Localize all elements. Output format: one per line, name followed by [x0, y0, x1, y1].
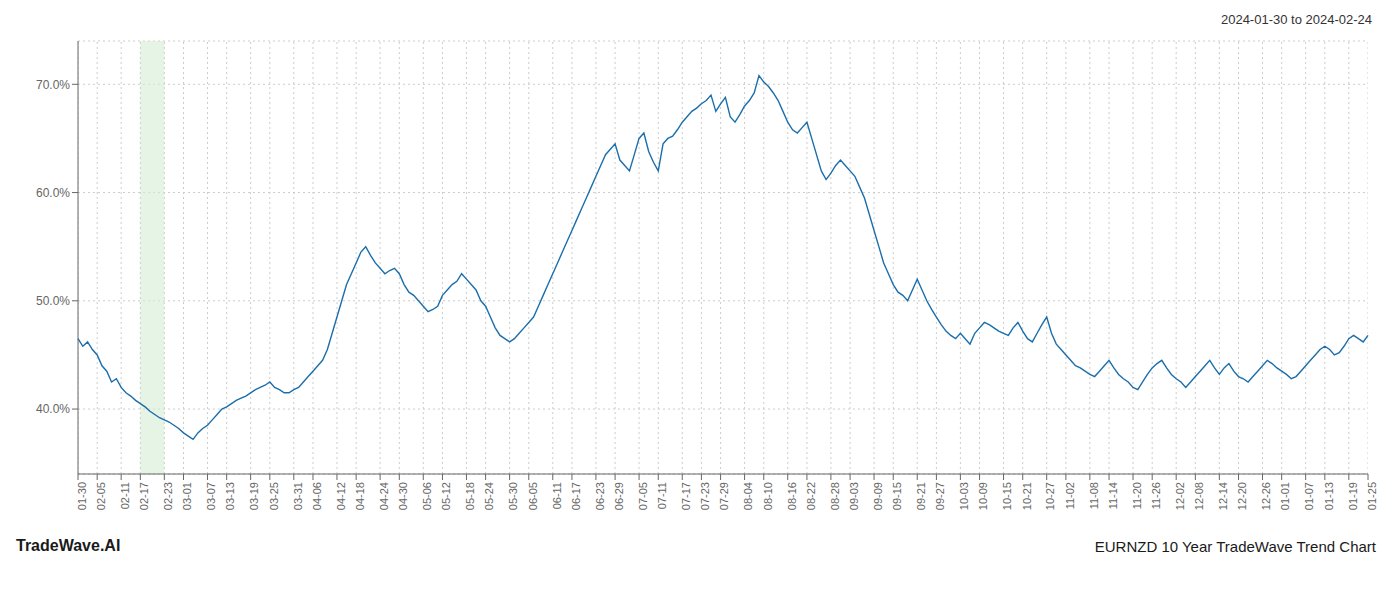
html-text:TradeWave.AI: TradeWave.AI	[16, 537, 121, 554]
svg-text:10-03: 10-03	[958, 482, 970, 510]
svg-text:08-04: 08-04	[742, 482, 754, 510]
svg-text:10-15: 10-15	[1001, 482, 1013, 510]
svg-text:10-09: 10-09	[977, 482, 989, 510]
svg-text:12-02: 12-02	[1174, 482, 1186, 510]
svg-text:04-18: 04-18	[354, 482, 366, 510]
svg-text:04-06: 04-06	[311, 482, 323, 510]
svg-text:03-25: 03-25	[268, 482, 280, 510]
svg-text:10-21: 10-21	[1021, 482, 1033, 510]
svg-text:11-20: 11-20	[1131, 482, 1143, 509]
svg-text:07-23: 07-23	[699, 482, 711, 510]
svg-text:08-16: 08-16	[786, 482, 798, 510]
svg-text:06-29: 06-29	[613, 482, 625, 510]
svg-text:05-18: 05-18	[464, 482, 476, 510]
svg-text:12-26: 12-26	[1260, 482, 1272, 510]
svg-text:07-11: 07-11	[656, 482, 668, 509]
svg-text:07-29: 07-29	[718, 482, 730, 510]
svg-text:01-07: 01-07	[1303, 482, 1315, 510]
svg-text:60.0%: 60.0%	[36, 186, 70, 200]
svg-text:07-05: 07-05	[637, 482, 649, 510]
svg-text:03-31: 03-31	[292, 482, 304, 510]
svg-text:01-01: 01-01	[1279, 482, 1291, 510]
svg-text:05-24: 05-24	[483, 482, 495, 510]
svg-text:11-02: 11-02	[1064, 482, 1076, 509]
svg-text:12-14: 12-14	[1217, 482, 1229, 510]
svg-text:01-30: 01-30	[76, 482, 88, 510]
svg-text:02-23: 02-23	[162, 482, 174, 510]
svg-text:02-05: 02-05	[95, 482, 107, 510]
svg-text:50.0%: 50.0%	[36, 294, 70, 308]
svg-text:02-17: 02-17	[138, 482, 150, 510]
svg-text:04-24: 04-24	[378, 482, 390, 510]
svg-text:06-23: 06-23	[594, 482, 606, 510]
svg-text:11-08: 11-08	[1088, 482, 1100, 509]
svg-text:40.0%: 40.0%	[36, 402, 70, 416]
svg-text:09-09: 09-09	[872, 482, 884, 510]
svg-text:11-14: 11-14	[1107, 482, 1119, 509]
svg-text:09-03: 09-03	[848, 482, 860, 510]
svg-text:09-27: 09-27	[934, 482, 946, 510]
svg-text:05-30: 05-30	[507, 482, 519, 510]
svg-text:03-19: 03-19	[248, 482, 260, 510]
svg-text:05-06: 05-06	[421, 482, 433, 510]
svg-text:11-26: 11-26	[1150, 482, 1162, 509]
svg-text:05-12: 05-12	[440, 482, 452, 510]
svg-text:02-11: 02-11	[119, 482, 131, 509]
svg-text:70.0%: 70.0%	[36, 78, 70, 92]
svg-text:08-10: 08-10	[762, 482, 774, 510]
svg-text:03-07: 03-07	[205, 482, 217, 510]
svg-text:07-17: 07-17	[680, 482, 692, 510]
html-text:2024-01-30 to 2024-02-24: 2024-01-30 to 2024-02-24	[1220, 12, 1372, 27]
html-text:EURNZD 10 Year TradeWave Trend: EURNZD 10 Year TradeWave Trend Chart	[1094, 538, 1376, 555]
svg-text:10-27: 10-27	[1045, 482, 1057, 510]
svg-text:03-13: 03-13	[224, 482, 236, 510]
svg-text:01-19: 01-19	[1347, 482, 1359, 510]
svg-text:04-30: 04-30	[397, 482, 409, 510]
svg-text:06-11: 06-11	[551, 482, 563, 509]
svg-text:12-08: 12-08	[1193, 482, 1205, 510]
svg-text:04-12: 04-12	[335, 482, 347, 510]
svg-text:03-01: 03-01	[181, 482, 193, 510]
svg-text:09-21: 09-21	[915, 482, 927, 510]
svg-text:09-15: 09-15	[891, 482, 903, 510]
svg-text:01-13: 01-13	[1323, 482, 1335, 510]
svg-text:06-05: 06-05	[527, 482, 539, 510]
svg-text:12-20: 12-20	[1236, 482, 1248, 510]
svg-text:06-17: 06-17	[570, 482, 582, 510]
svg-text:08-28: 08-28	[829, 482, 841, 510]
svg-text:08-22: 08-22	[805, 482, 817, 510]
svg-text:01-25: 01-25	[1366, 482, 1378, 510]
